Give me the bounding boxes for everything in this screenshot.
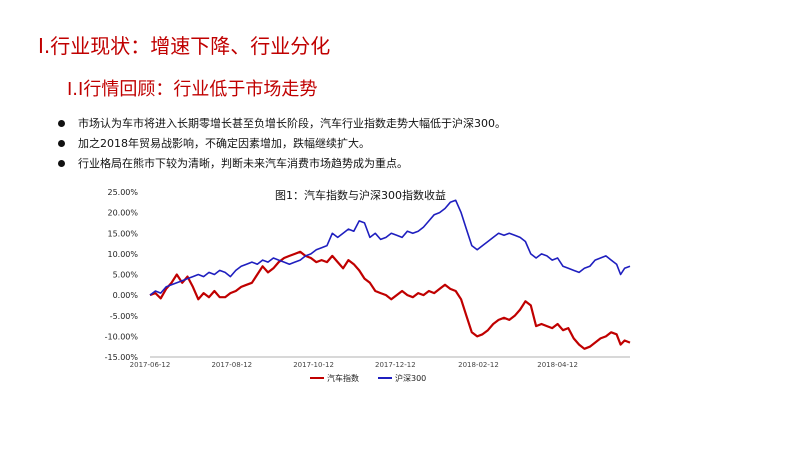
y-tick-label: -15.00% [105, 353, 139, 362]
y-tick-label: 15.00% [107, 229, 138, 238]
y-tick-label: 10.00% [107, 250, 138, 259]
bullet-list: 市场认为车市将进入长期零增长甚至负增长阶段，汽车行业指数走势大幅低于沪深300。… [58, 114, 506, 174]
series-line [149, 250, 631, 350]
bullet-item: 市场认为车市将进入长期零增长甚至负增长阶段，汽车行业指数走势大幅低于沪深300。 [58, 114, 506, 134]
y-tick-label: -5.00% [110, 312, 139, 321]
bullet-item: 加之2018年贸易战影响，不确定因素增加，跌幅继续扩大。 [58, 134, 506, 154]
plot-area [149, 199, 631, 350]
bullet-text: 市场认为车市将进入长期零增长甚至负增长阶段，汽车行业指数走势大幅低于沪深300。 [78, 117, 506, 130]
bullet-item: 行业格局在熊市下较为清晰，判断未来汽车消费市场趋势成为重点。 [58, 154, 506, 174]
bullet-dot-icon [58, 160, 65, 167]
bullet-dot-icon [58, 140, 65, 147]
x-axis: 2017-06-12 2017-08-12 2017-10-12 2017-12-12… [130, 356, 630, 369]
slide-title: I.行业现状：增速下降、行业分化 [38, 34, 331, 58]
bullet-text: 行业格局在熊市下较为清晰，判断未来汽车消费市场趋势成为重点。 [78, 157, 408, 170]
legend-label: 汽车指数 [327, 373, 359, 383]
x-tick-label: 2017-08-12 [211, 361, 252, 369]
series-line [149, 199, 631, 296]
x-tick-label: 2017-06-12 [130, 361, 171, 369]
bullet-dot-icon [58, 120, 65, 127]
legend-label: 沪深300 [395, 373, 426, 383]
y-tick-label: 20.00% [107, 209, 138, 218]
chart-title: 图1：汽车指数与沪深300指数收益 [275, 189, 446, 202]
y-tick-label: 5.00% [113, 271, 139, 280]
y-axis: -15.00% -10.00% -5.00% 0.00% 5.00% 10.00% 15.0… [105, 188, 139, 362]
x-tick-label: 2017-10-12 [293, 361, 334, 369]
line-chart: -15.00% -10.00% -5.00% 0.00% 5.00% 10.00% 15.0… [105, 188, 631, 383]
y-tick-label: -10.00% [105, 332, 139, 341]
x-tick-label: 2018-02-12 [458, 361, 499, 369]
chart-legend: 汽车指数 沪深300 [310, 373, 426, 383]
slide-subtitle: I.I行情回顾：行业低于市场走势 [67, 79, 318, 100]
bullet-text: 加之2018年贸易战影响，不确定因素增加，跌幅继续扩大。 [78, 137, 370, 150]
x-tick-label: 2018-04-12 [537, 361, 578, 369]
y-tick-label: 0.00% [113, 291, 139, 300]
x-tick-label: 2017-12-12 [375, 361, 416, 369]
y-tick-label: 25.00% [107, 188, 138, 197]
